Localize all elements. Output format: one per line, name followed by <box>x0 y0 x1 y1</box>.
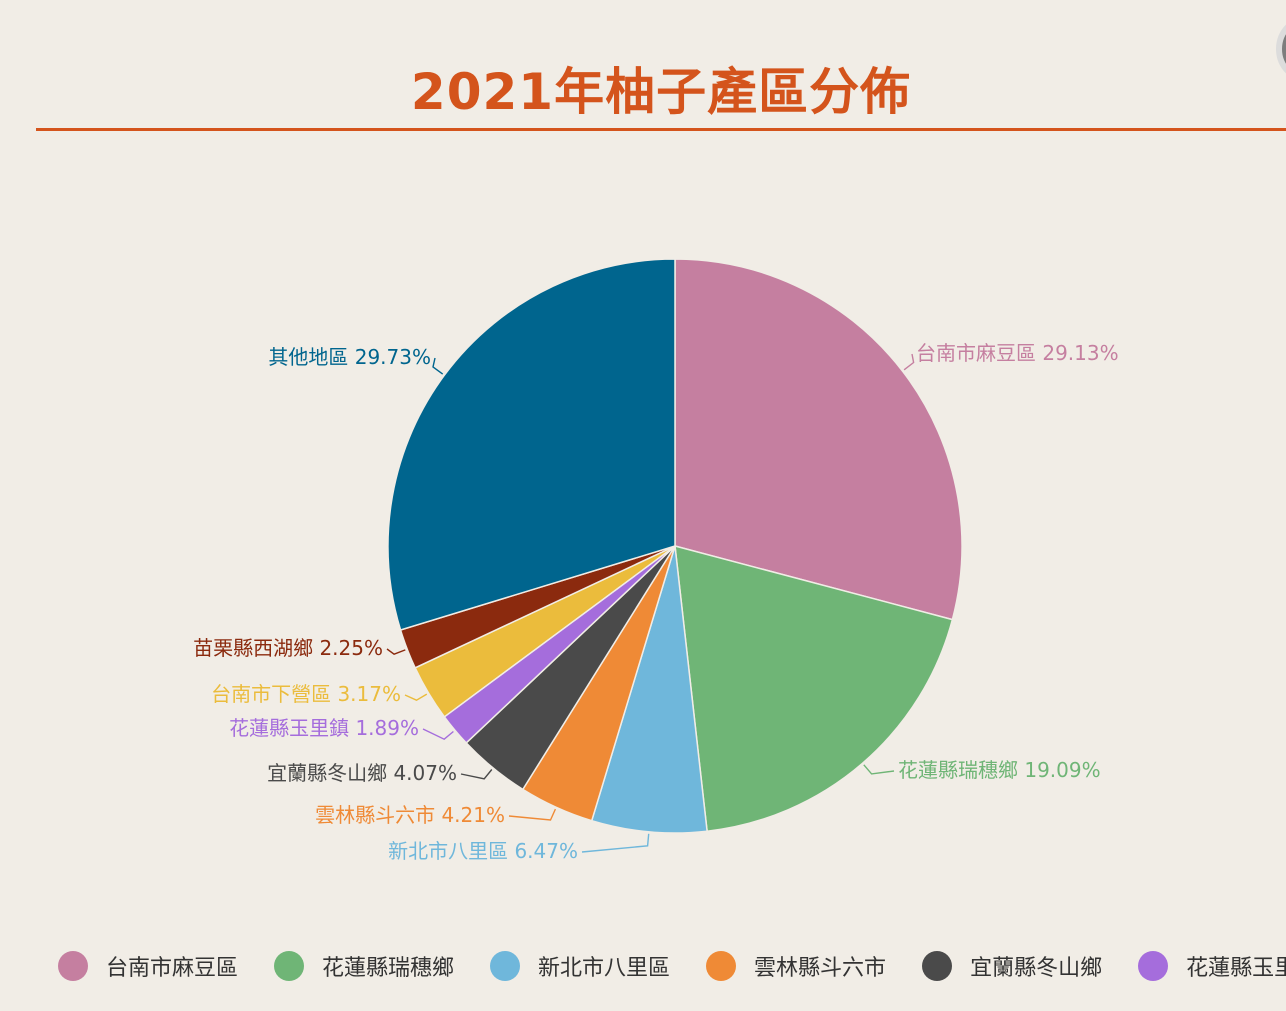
pie-slice[interactable] <box>590 545 708 834</box>
leader-line <box>581 833 650 853</box>
legend-color-swatch <box>490 951 521 981</box>
legend-color-swatch <box>274 951 305 981</box>
slice-label: 台南市麻豆區 29.13% <box>916 341 1119 365</box>
slice-label: 台南市下營區 3.17% <box>211 682 401 706</box>
legend-color-swatch <box>58 951 88 981</box>
slice-label: 苗栗縣西湖鄉 2.25% <box>193 636 383 660</box>
legend-label: 台南市麻豆區 <box>106 956 239 981</box>
leader-line <box>422 728 454 741</box>
leader-line <box>432 357 444 375</box>
chart-title: 2021年柚子產區分佈 <box>410 63 912 121</box>
legend-color-swatch <box>706 951 737 981</box>
slice-label: 雲林縣斗六市 4.21% <box>315 803 505 827</box>
leader-line <box>386 648 406 655</box>
pie-slice[interactable] <box>387 258 676 631</box>
slice-label: 宜蘭縣冬山鄉 4.07% <box>267 761 457 785</box>
leader-line <box>404 693 428 701</box>
slice-label: 花蓮縣瑞穗鄉 19.09% <box>898 758 1101 782</box>
legend-label: 花蓮縣玉里鎮 <box>1186 956 1286 981</box>
legend-color-swatch <box>922 951 953 981</box>
legend-item[interactable]: 花蓮縣瑞穗鄉 <box>274 950 454 982</box>
legend-item[interactable]: 雲林縣斗六市 <box>706 950 886 982</box>
leader-line <box>508 808 557 821</box>
pie-slice[interactable] <box>674 544 954 833</box>
legend-color-swatch <box>1138 951 1169 981</box>
leader-line <box>863 764 895 775</box>
slice-label: 新北市八里區 6.47% <box>388 839 578 863</box>
leader-line <box>460 769 493 780</box>
legend-item[interactable]: 花蓮縣玉里鎮 <box>1138 950 1286 982</box>
legend: 台南市麻豆區 花蓮縣瑞穗鄉 新北市八里區 雲林縣斗六市 宜蘭縣冬山鄉 花蓮縣玉里鎮 <box>58 946 1286 986</box>
slice-label: 其他地區 29.73% <box>268 345 431 369</box>
legend-label: 新北市八里區 <box>538 956 671 981</box>
legend-item[interactable]: 台南市麻豆區 <box>58 950 238 982</box>
title-divider <box>36 128 1286 131</box>
legend-label: 花蓮縣瑞穗鄉 <box>322 956 455 981</box>
leader-line <box>903 353 915 371</box>
legend-label: 宜蘭縣冬山鄉 <box>970 956 1103 981</box>
pie-slice[interactable] <box>674 258 963 621</box>
legend-label: 雲林縣斗六市 <box>754 956 887 981</box>
slice-label: 花蓮縣玉里鎮 1.89% <box>229 716 419 740</box>
legend-item[interactable]: 宜蘭縣冬山鄉 <box>922 950 1102 982</box>
legend-item[interactable]: 新北市八里區 <box>490 950 670 982</box>
